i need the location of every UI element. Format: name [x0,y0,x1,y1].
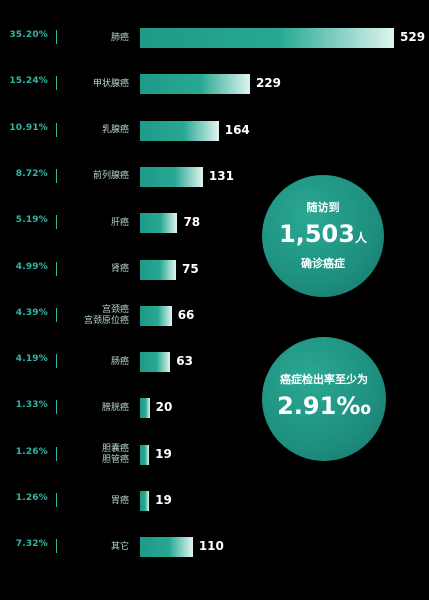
category-label: 其它 [111,535,129,559]
category-label-line: 胃癌 [110,495,129,506]
bar [140,398,150,419]
percentage-label: 35.20% [9,30,48,40]
bar [140,444,150,465]
percentage-label: 5.19% [15,215,48,226]
chart-row: 4.39% 宫颈癌 宫颈原位癌 66 [0,304,429,328]
followup-line1: 随访到 [306,201,340,214]
category-label-line: 肺癌 [110,32,129,43]
row-tick-mark [56,307,57,322]
value-label: 63 [176,354,193,369]
chart-row: 10.91% 乳腺癌 164 [0,119,429,143]
chart-row: 4.19% 肠癌 63 [0,350,429,374]
percentage-label: 1.33% [15,400,48,411]
chart-row: 5.19% 肝癌 78 [0,211,429,235]
percentage-label: 4.39% [15,307,48,318]
chart-row: 35.20% 肺癌 529 [0,26,429,50]
percentage-label: 1.26% [15,446,48,457]
value-label: 529 [400,30,426,44]
value-label: 19 [155,493,172,507]
row-tick-mark [56,122,57,137]
row-tick-mark [56,168,57,183]
followup-summary-circle: 随访到 1,503人 确诊癌症 [262,175,384,297]
category-label: 胆囊癌 胆管癌 [102,443,129,467]
category-label-line: 甲状腺癌 [92,78,129,89]
category-label-line: 膀胱癌 [101,402,129,413]
detection-line1: 癌症检出率至少为 [280,373,368,386]
chart-row: 8.72% 前列腺癌 131 [0,165,429,189]
chart-row: 4.99% 肾癌 75 [0,258,429,282]
followup-number-line: 1,503人 [279,219,367,253]
value-label: 75 [182,261,199,276]
value-label: 110 [198,539,224,554]
category-label-line: 肾癌 [110,264,129,274]
followup-number: 1,503 [279,220,355,248]
category-label: 肾癌 [111,258,129,282]
detection-rate-value: 2.91‰ [277,392,371,420]
category-label-line: 其它 [110,541,129,552]
category-label: 膀胱癌 [102,396,129,420]
bar [140,74,250,95]
row-tick-mark [56,539,57,554]
category-label-line: 胆管癌 [101,454,129,465]
category-label: 肝癌 [111,211,129,235]
category-label: 肺癌 [111,26,129,50]
bar [140,213,178,234]
value-label: 164 [224,122,250,137]
value-label: 229 [255,76,282,91]
percentage-label: 7.32% [15,539,48,550]
percentage-label: 10.91% [9,122,48,133]
category-label-line: 宫颈癌 [101,304,129,315]
row-tick-mark [56,76,57,91]
percentage-label: 8.72% [15,168,48,179]
followup-unit: 人 [354,231,367,245]
value-label: 20 [155,400,173,415]
percentage-label: 4.99% [15,261,48,272]
row-tick-mark [56,446,57,461]
category-label: 宫颈癌 宫颈原位癌 [84,304,129,328]
bar [140,491,150,511]
bar [140,120,219,141]
category-label: 前列腺癌 [93,165,129,189]
value-label: 66 [177,307,195,322]
bar [140,28,394,48]
percentage-label: 4.19% [15,354,48,365]
row-tick-mark [56,354,57,369]
percentage-label: 15.24% [9,76,48,87]
row-tick-mark [56,400,57,415]
bar [140,537,193,558]
detection-rate-circle: 癌症检出率至少为 2.91‰ [262,337,386,461]
value-label: 19 [155,446,172,461]
value-label: 131 [208,168,234,183]
bar [140,352,171,373]
chart-row: 15.24% 甲状腺癌 229 [0,72,429,96]
chart-row: 1.26% 胆囊癌 胆管癌 19 [0,443,429,467]
value-label: 78 [183,215,201,230]
chart-row: 1.26% 胃癌 19 [0,489,429,513]
row-tick-mark [56,493,57,507]
category-label-line: 宫颈原位癌 [83,315,129,326]
category-label-line: 肠癌 [110,356,129,367]
category-label-line: 前列腺癌 [92,171,129,182]
percentage-label: 1.26% [15,493,48,503]
category-label: 肠癌 [111,350,129,374]
chart-row: 7.32% 其它 110 [0,535,429,559]
category-label-line: 胆囊癌 [101,443,129,454]
bar [140,259,176,280]
bar [140,166,203,187]
row-tick-mark [56,261,57,276]
followup-line2: 确诊癌症 [301,257,345,270]
category-label: 甲状腺癌 [93,72,129,96]
category-label: 胃癌 [111,489,129,513]
category-label: 乳腺癌 [102,119,129,143]
bar [140,305,172,326]
row-tick-mark [56,30,57,44]
category-label-line: 乳腺癌 [101,125,129,136]
category-label-line: 肝癌 [110,217,129,228]
chart-row: 1.33% 膀胱癌 20 [0,396,429,420]
row-tick-mark [56,215,57,230]
